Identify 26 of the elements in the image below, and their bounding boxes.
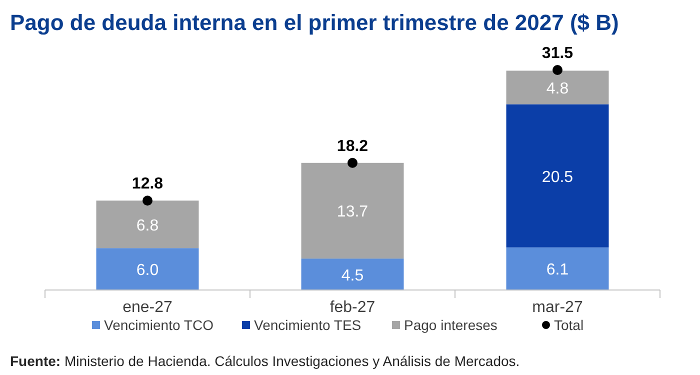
data-label: 13.7 bbox=[336, 204, 368, 221]
x-tick-label: ene-27 bbox=[122, 299, 173, 316]
x-tick-label: mar-27 bbox=[532, 299, 583, 316]
data-label: 6.0 bbox=[136, 262, 159, 280]
data-label: 18.2 bbox=[336, 138, 368, 155]
data-label: 31.5 bbox=[542, 45, 574, 62]
legend-label: Total bbox=[554, 317, 584, 333]
bar bbox=[506, 70, 609, 104]
x-tick-label: feb-27 bbox=[330, 299, 376, 316]
text: Pago de deuda interna en el primer trimestre de 2027 ($ B) bbox=[10, 10, 619, 35]
bar bbox=[506, 104, 609, 248]
data-label: 20.5 bbox=[542, 168, 574, 186]
data-label: 4.8 bbox=[546, 80, 569, 98]
legend-label: Pago intereses bbox=[404, 317, 498, 333]
data-label: 6.1 bbox=[546, 262, 569, 279]
bar bbox=[301, 258, 404, 290]
bar bbox=[301, 162, 404, 259]
bar bbox=[96, 200, 199, 248]
source-note: Fuente: Ministerio de Hacienda. Cálculos Investigaciones y Análisis de Mercados. bbox=[10, 353, 520, 369]
data-label: 4.5 bbox=[341, 267, 364, 284]
bar bbox=[506, 247, 609, 290]
data-label: 6.8 bbox=[136, 217, 159, 234]
legend-label: Vencimiento TCO bbox=[104, 317, 214, 333]
bar bbox=[96, 248, 199, 290]
data-label: 12.8 bbox=[132, 176, 164, 193]
legend-label: Vencimiento TES bbox=[254, 317, 362, 333]
